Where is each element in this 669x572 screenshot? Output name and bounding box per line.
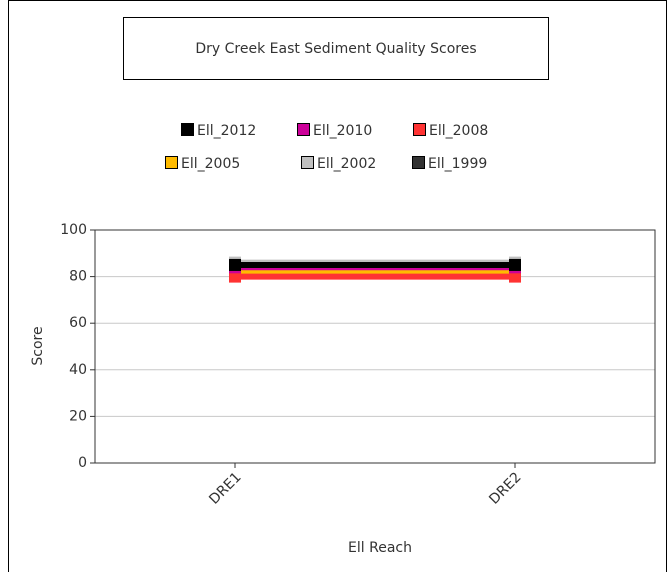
y-tick-label: 40 [69,362,87,378]
legend-label: Ell_1999 [428,156,487,172]
legend-label: Ell_2005 [181,156,240,172]
legend-label: Ell_2012 [197,123,256,139]
legend-label: Ell_2002 [317,156,376,172]
point-marker [509,270,521,283]
y-tick-label: 20 [69,408,87,424]
y-axis-label: Score [30,326,46,365]
y-tick-label: 60 [69,315,87,331]
legend-swatch [165,156,178,169]
legend-swatch [412,156,425,169]
y-tick-label: 100 [60,222,87,238]
title-box [123,17,549,80]
point-marker [229,258,241,271]
legend-label: Ell_2010 [313,123,372,139]
legend-swatch [413,123,426,136]
legend-swatch [301,156,314,169]
chart-title: Dry Creek East Sediment Quality Scores [195,41,476,57]
x-axis-label: Ell Reach [348,540,412,556]
y-tick-label: 0 [78,455,87,471]
frame [8,0,667,572]
legend-swatch [181,123,194,136]
legend-label: Ell_2008 [429,123,488,139]
plot-area [94,229,656,464]
point-marker [229,270,241,283]
y-tick-label: 80 [69,269,87,285]
point-marker [509,258,521,271]
legend-swatch [297,123,310,136]
